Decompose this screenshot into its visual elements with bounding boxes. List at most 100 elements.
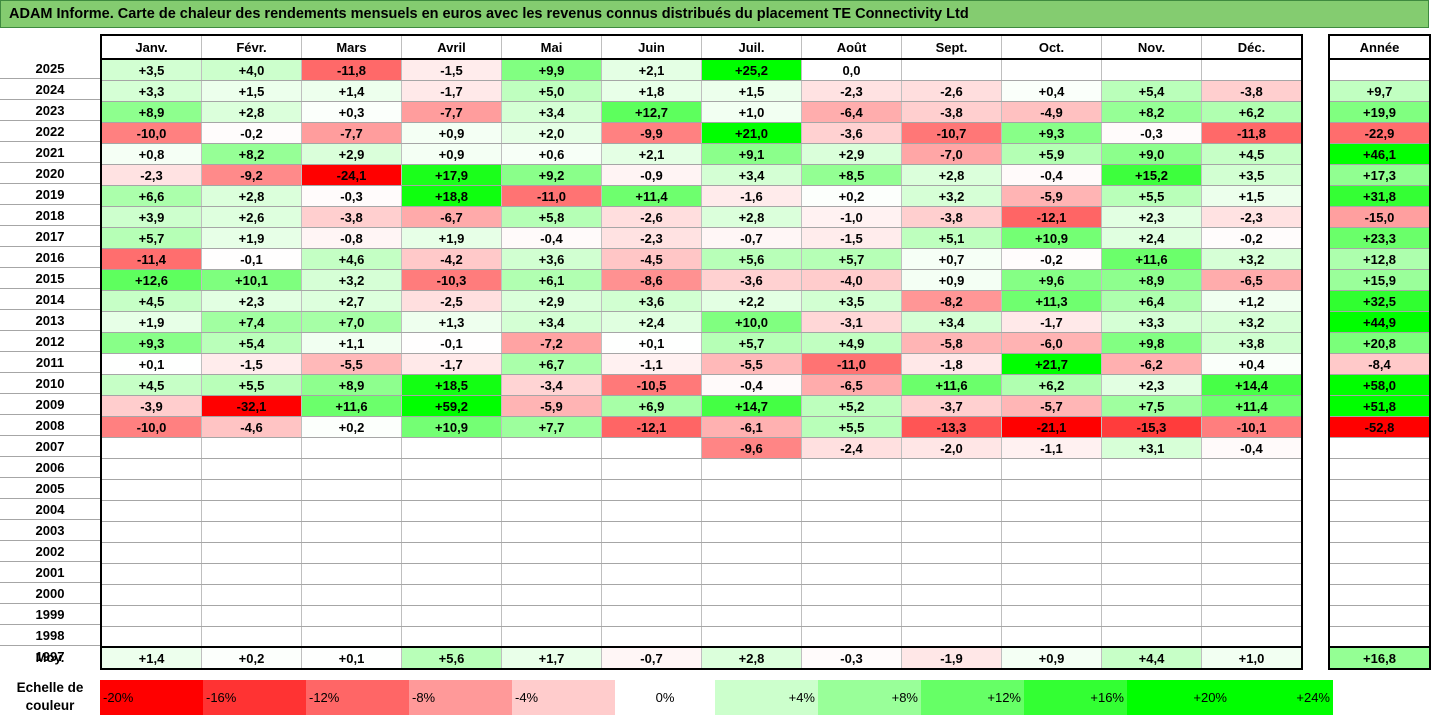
annual-cell: +9,7 <box>1329 80 1430 102</box>
heatmap-cell <box>801 458 902 480</box>
heatmap-cell: +5,6 <box>701 248 802 270</box>
month-header: Mars <box>301 35 402 60</box>
heatmap-cell: -0,4 <box>1001 164 1102 186</box>
heatmap-cell: -4,0 <box>801 269 902 291</box>
heatmap-cell <box>1201 605 1302 627</box>
average-cell: +1,0 <box>1201 647 1302 669</box>
heatmap-cell: -1,5 <box>201 353 302 375</box>
heatmap-cell: +2,8 <box>201 101 302 123</box>
heatmap-cell <box>501 605 602 627</box>
heatmap-row: +8,9 +2,8 +0,3 -7,7 +3,4 +12,7 +1,0 -6,4 -3,8 -4,… <box>101 101 1302 123</box>
heatmap-cell <box>701 584 802 606</box>
month-header: Févr. <box>201 35 302 60</box>
heatmap-cell <box>101 542 202 564</box>
heatmap-cell <box>801 605 902 627</box>
heatmap-cell: -3,1 <box>801 311 902 333</box>
heatmap-cell <box>101 458 202 480</box>
year-label: 2012 <box>0 330 100 352</box>
heatmap-cell <box>201 458 302 480</box>
heatmap-row: -9,6 -2,4 -2,0 -1,1 +3,1 -0,4 <box>101 437 1302 459</box>
heatmap-cell: +2,8 <box>701 206 802 228</box>
annual-cell: +44,9 <box>1329 311 1430 333</box>
heatmap-cell <box>801 542 902 564</box>
average-cell: +0,2 <box>201 647 302 669</box>
heatmap-cell: +9,1 <box>701 143 802 165</box>
heatmap-row: -3,9 -32,1 +11,6 +59,2 -5,9 +6,9 +14,7 +5,2 -3,7… <box>101 395 1302 417</box>
annual-cell <box>1329 479 1430 501</box>
year-labels: 2025 2024 2023 2022 2021 2020 2019 2018 2017 2016… <box>0 58 100 666</box>
heatmap-row: -10,0 -4,6 +0,2 +10,9 +7,7 -12,1 -6,1 +5,5 -13,3… <box>101 416 1302 438</box>
heatmap-row: +4,5 +5,5 +8,9 +18,5 -3,4 -10,5 -0,4 -6,5 +11,6 +… <box>101 374 1302 396</box>
heatmap-cell: +11,6 <box>901 374 1002 396</box>
heatmap-cell <box>301 521 402 543</box>
heatmap-cell: +10,0 <box>701 311 802 333</box>
heatmap-cell: +15,2 <box>1101 164 1202 186</box>
heatmap-cell <box>501 479 602 501</box>
heatmap-cell: -1,8 <box>901 353 1002 375</box>
average-label: Moy. <box>35 650 65 665</box>
heatmap-cell <box>601 521 702 543</box>
annual-cell <box>1329 626 1430 648</box>
heatmap-cell: -0,1 <box>401 332 502 354</box>
color-scale-swatch: 0% <box>615 680 715 715</box>
heatmap-cell: +3,6 <box>501 248 602 270</box>
heatmap-cell: +0,4 <box>1201 353 1302 375</box>
heatmap-cell <box>1101 605 1202 627</box>
annual-cell: -22,9 <box>1329 122 1430 144</box>
heatmap-cell: -9,9 <box>601 122 702 144</box>
heatmap-row: +5,7 +1,9 -0,8 +1,9 -0,4 -2,3 -0,7 -1,5 +5,1 +10,… <box>101 227 1302 249</box>
heatmap-row: +3,5 +4,0 -11,8 -1,5 +9,9 +2,1 +25,2 0,0 <box>101 59 1302 81</box>
heatmap-cell: 0,0 <box>801 59 902 81</box>
heatmap-cell: +18,8 <box>401 185 502 207</box>
heatmap-cell <box>1201 59 1302 81</box>
heatmap-cell: +2,2 <box>701 290 802 312</box>
heatmap-cell <box>1201 521 1302 543</box>
year-label: 2018 <box>0 204 100 226</box>
year-label: 2025 <box>0 58 100 79</box>
month-header: Juil. <box>701 35 802 60</box>
annual-cell <box>1329 542 1430 564</box>
heatmap-cell: +2,9 <box>801 143 902 165</box>
year-label: 2004 <box>0 498 100 520</box>
year-label: 2016 <box>0 246 100 268</box>
heatmap-cell <box>901 59 1002 81</box>
heatmap-cell <box>501 500 602 522</box>
heatmap-cell <box>801 479 902 501</box>
heatmap-cell: +2,1 <box>601 143 702 165</box>
heatmap-cell <box>401 563 502 585</box>
heatmap-cell: -3,6 <box>701 269 802 291</box>
average-cell: -0,3 <box>801 647 902 669</box>
heatmap-cell <box>301 479 402 501</box>
heatmap-cell: +0,9 <box>401 143 502 165</box>
heatmap-cell: -6,2 <box>1101 353 1202 375</box>
heatmap-cell <box>301 500 402 522</box>
heatmap-cell: +3,5 <box>1201 164 1302 186</box>
heatmap-cell: +3,6 <box>601 290 702 312</box>
heatmap-cell <box>801 521 902 543</box>
year-label: 2008 <box>0 414 100 436</box>
heatmap-cell: +0,1 <box>601 332 702 354</box>
heatmap-cell: -6,7 <box>401 206 502 228</box>
heatmap-cell: +2,1 <box>601 59 702 81</box>
year-label: 2011 <box>0 351 100 373</box>
heatmap-cell: +21,7 <box>1001 353 1102 375</box>
heatmap-cell: +1,2 <box>1201 290 1302 312</box>
heatmap-cell <box>501 521 602 543</box>
heatmap-cell: +0,6 <box>501 143 602 165</box>
heatmap-cell: +0,7 <box>901 248 1002 270</box>
color-scale-swatch: +4% <box>715 680 818 715</box>
heatmap-cell <box>701 479 802 501</box>
heatmap-cell: +1,9 <box>101 311 202 333</box>
heatmap-cell: +5,1 <box>901 227 1002 249</box>
heatmap-cell <box>901 605 1002 627</box>
month-header: Avril <box>401 35 502 60</box>
heatmap-cell: +7,4 <box>201 311 302 333</box>
color-scale-swatch: -4% <box>512 680 615 715</box>
heatmap-cell <box>1001 479 1102 501</box>
heatmap-cell <box>1201 479 1302 501</box>
average-cell: +2,8 <box>701 647 802 669</box>
heatmap-cell: +8,9 <box>101 101 202 123</box>
heatmap-cell <box>1101 59 1202 81</box>
heatmap-cell: +10,9 <box>401 416 502 438</box>
heatmap-cell: -2,0 <box>901 437 1002 459</box>
